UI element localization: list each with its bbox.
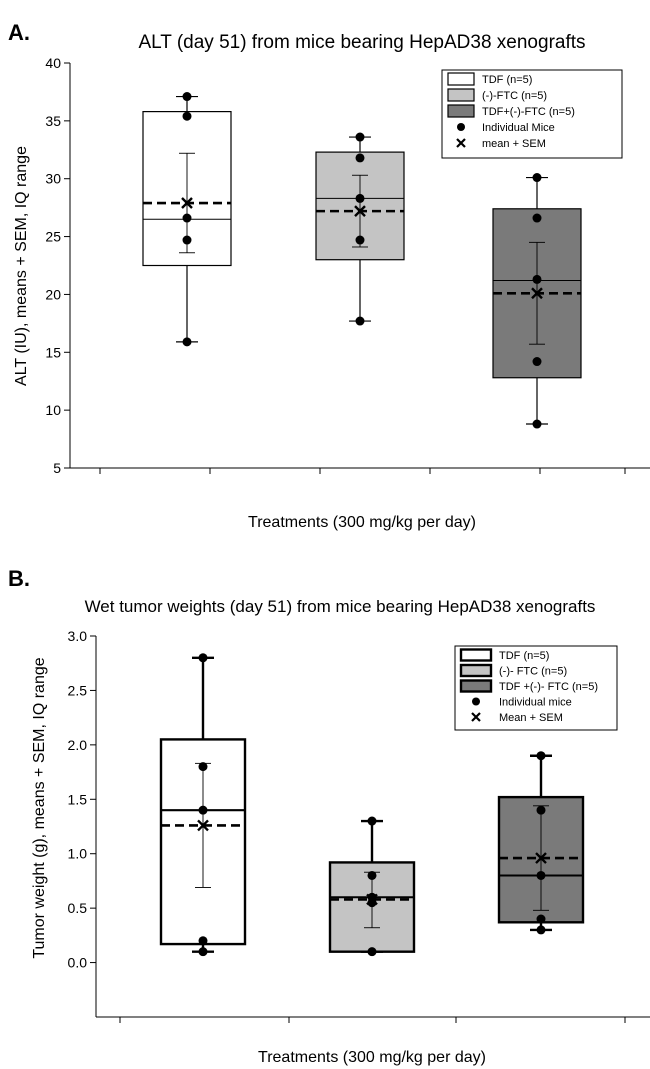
b-y-tick-label: 0.5	[68, 900, 88, 916]
a-data-point	[532, 173, 542, 183]
b-y-tick-label: 2.0	[68, 737, 88, 753]
b-data-point	[536, 925, 546, 935]
a-legend-label: (-)-FTC (n=5)	[482, 90, 547, 102]
a-y-tick-label: 25	[45, 229, 61, 245]
b-legend-swatch	[459, 679, 493, 693]
b-data-point	[536, 751, 546, 761]
a-legend-swatch	[447, 104, 475, 118]
a-data-point	[355, 235, 365, 245]
b-data-point	[198, 947, 208, 957]
a-data-point	[182, 213, 192, 223]
a-mean-marker	[354, 205, 366, 217]
a-y-tick-label: 40	[45, 55, 61, 71]
panel-b-plot: 0.0 0.5 1.0 1.5 2.0 2.5 3.0 TDF (n=5) (-)- FTC (…	[68, 628, 650, 1023]
b-y-tick-label: 1.0	[68, 846, 88, 862]
b-data-point	[198, 936, 208, 946]
b-data-point	[198, 805, 208, 815]
a-legend-swatch	[447, 72, 475, 86]
a-data-point	[355, 153, 365, 163]
b-legend-cross	[471, 712, 481, 722]
b-data-point	[536, 805, 546, 815]
a-legend-label: mean + SEM	[482, 138, 546, 150]
a-box-group	[142, 92, 232, 347]
panel-a-letter: A.	[8, 20, 30, 45]
b-legend-label: TDF +(-)- FTC (n=5)	[499, 681, 598, 693]
a-mean-marker	[181, 197, 193, 209]
a-y-tick-label: 15	[45, 344, 61, 360]
a-legend-dot	[457, 123, 465, 131]
panel-b-title: Wet tumor weights (day 51) from mice bea…	[85, 597, 596, 616]
a-data-point	[182, 337, 192, 347]
a-y-tick-label: 10	[45, 402, 61, 418]
a-mean-marker	[531, 287, 543, 300]
b-legend-swatch	[459, 663, 493, 678]
b-mean-marker	[197, 819, 209, 832]
b-y-tick-label: 0.0	[68, 955, 88, 971]
a-data-point	[182, 235, 192, 245]
a-legend-label: Individual Mice	[482, 122, 555, 134]
a-legend-label: TDF+(-)-FTC (n=5)	[482, 106, 575, 118]
a-box-group	[315, 132, 405, 326]
b-data-point	[536, 914, 546, 924]
panel-b-xlabel: Treatments (300 mg/kg per day)	[258, 1049, 486, 1066]
b-y-tick-label: 2.5	[68, 682, 88, 698]
b-data-point	[367, 870, 377, 880]
b-legend-label: (-)- FTC (n=5)	[499, 666, 567, 678]
b-data-point	[198, 762, 208, 772]
b-legend-label: TDF (n=5)	[499, 650, 549, 662]
b-legend-swatch	[459, 648, 493, 662]
a-legend-label: TDF (n=5)	[482, 74, 532, 86]
b-data-point	[536, 870, 546, 880]
b-box-group	[328, 816, 416, 957]
b-legend-label: Mean + SEM	[499, 712, 563, 724]
a-data-point	[532, 357, 542, 367]
b-box-group	[159, 653, 247, 957]
a-data-point	[355, 132, 365, 142]
b-data-point	[367, 947, 377, 957]
a-data-point	[355, 193, 365, 203]
b-legend-dot	[472, 697, 480, 706]
b-mean-marker	[535, 852, 547, 864]
panel-a-title: ALT (day 51) from mice bearing HepAD38 x…	[138, 32, 585, 53]
panel-a-ylabel: ALT (IU), means + SEM, IQ range	[13, 146, 30, 386]
a-y-tick-label: 35	[45, 113, 61, 129]
a-data-point	[532, 419, 542, 429]
b-box-group	[497, 751, 585, 935]
a-y-tick-label: 5	[53, 460, 61, 476]
a-data-point	[182, 111, 192, 121]
a-legend-swatch	[447, 88, 475, 102]
a-y-tick-label: 20	[45, 286, 61, 302]
b-data-point	[367, 898, 377, 908]
b-data-point	[367, 816, 377, 826]
panel-b-ylabel: Tumor weight (g), means + SEM, IQ range	[31, 657, 48, 958]
panel-a-xlabel: Treatments (300 mg/kg per day)	[248, 514, 476, 531]
a-y-tick-label: 30	[45, 171, 61, 187]
panel-b-letter: B.	[8, 566, 30, 591]
b-y-tick-label: 1.5	[68, 791, 88, 807]
a-legend: TDF (n=5) (-)-FTC (n=5) TDF+(-)-FTC (n=5) I…	[441, 69, 623, 159]
b-data-point	[198, 653, 208, 663]
b-legend-label: Individual mice	[499, 697, 572, 709]
a-legend-cross	[456, 138, 466, 148]
b-y-tick-label: 3.0	[68, 628, 88, 644]
a-data-point	[532, 274, 542, 284]
a-box-group	[492, 173, 582, 429]
a-data-point	[355, 316, 365, 326]
b-legend: TDF (n=5) (-)- FTC (n=5) TDF +(-)- FTC (n=…	[454, 645, 618, 731]
a-data-point	[532, 213, 542, 223]
a-data-point	[182, 92, 192, 102]
